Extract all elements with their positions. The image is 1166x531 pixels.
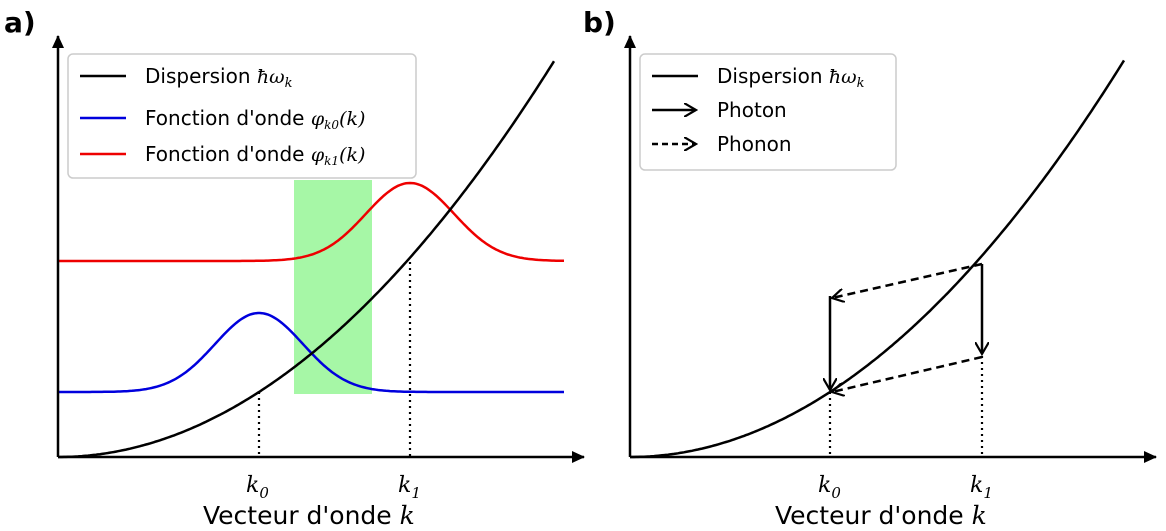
legend-item-photon: Photon — [717, 98, 787, 122]
overlap-region — [294, 180, 372, 394]
tick-k1-a: k1 — [398, 473, 421, 502]
tick-k1-b: k1 — [970, 473, 993, 502]
dispersion-curve-b — [630, 59, 1126, 459]
legend-item-phonon: Phonon — [717, 132, 792, 156]
x-axis-title-a: Vecteur d'onde k — [203, 501, 415, 530]
x-axis-title-b: Vecteur d'onde k — [775, 501, 987, 530]
tick-k0-a: k0 — [246, 473, 269, 502]
panel-a: a) k0 k1 Vecteur d'onde k Dispersion ħωk… — [4, 6, 585, 530]
legend-item-wavefunction-k1: Fonction d'onde φk1(k) — [145, 142, 365, 168]
panel-a-label: a) — [4, 6, 36, 39]
tick-k0-b: k0 — [818, 473, 841, 502]
panel-b: b) k0 k1 Vecteur d'onde k Dispersion ħωk… — [583, 6, 1157, 530]
legend-b: Dispersion ħωk Photon Phonon — [639, 53, 897, 171]
panel-b-label: b) — [583, 6, 616, 39]
legend-item-dispersion-b: Dispersion ħωk — [717, 64, 865, 91]
legend-item-dispersion-a: Dispersion ħωk — [145, 64, 293, 91]
wavefunction-k1-curve — [58, 181, 564, 263]
legend-item-wavefunction-k0: Fonction d'onde φk0(k) — [145, 106, 365, 132]
legend-a: Dispersion ħωk Fonction d'onde φk0(k) Fo… — [67, 53, 417, 179]
dispersion-curve-a — [58, 60, 556, 459]
